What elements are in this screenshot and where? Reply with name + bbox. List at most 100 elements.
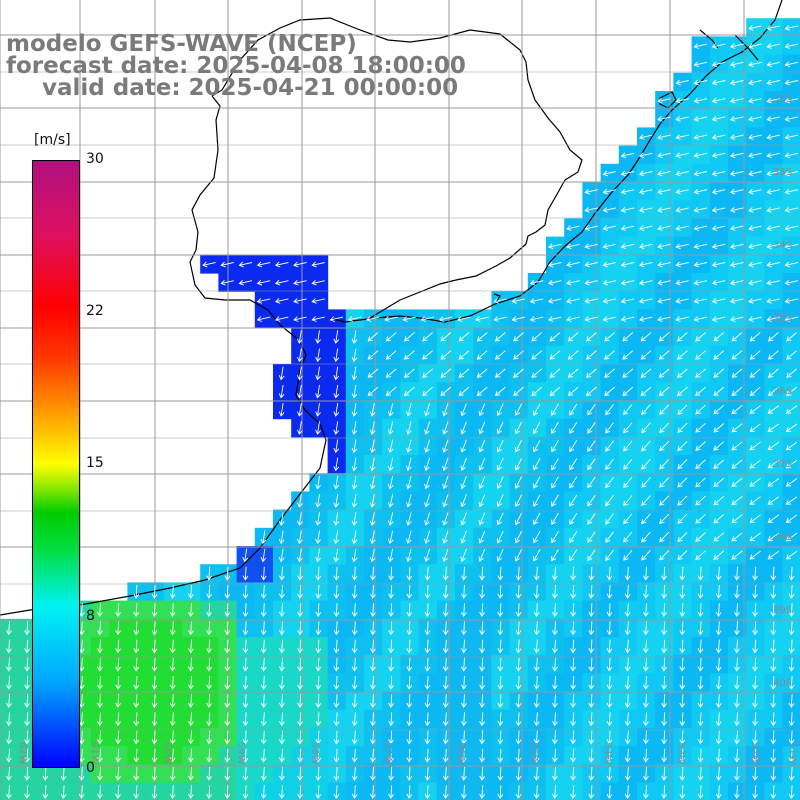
wind-vector <box>97 639 103 654</box>
wind-vector <box>676 386 688 397</box>
wind-vector <box>729 261 744 268</box>
wind-vector <box>588 603 595 618</box>
wind-vector <box>384 316 398 322</box>
wind-vector <box>729 316 744 322</box>
wind-vector <box>351 530 358 545</box>
wind-vector <box>260 639 267 654</box>
wind-vector <box>351 421 358 435</box>
wind-vector <box>695 422 706 433</box>
longitude-label: 60W <box>162 742 173 765</box>
wind-vector <box>661 766 667 781</box>
wind-vector <box>151 730 158 745</box>
wind-vector <box>293 279 307 286</box>
wind-vector <box>224 712 231 727</box>
wind-vector <box>188 748 194 763</box>
wind-vector <box>279 566 285 581</box>
wind-vector <box>238 261 253 268</box>
wind-vector <box>749 478 761 487</box>
wind-vector <box>279 584 285 599</box>
wind-vector <box>351 403 358 417</box>
wind-vector <box>315 730 322 745</box>
wind-vector <box>697 748 704 763</box>
wind-vector <box>115 621 121 636</box>
wind-vector <box>766 170 780 177</box>
wind-vector <box>533 748 540 763</box>
wind-vector <box>620 207 635 213</box>
wind-vector <box>552 584 558 599</box>
wind-vector <box>606 566 613 581</box>
wind-vector <box>224 603 231 618</box>
wind-vector <box>533 785 540 800</box>
wind-vector <box>333 548 340 563</box>
wind-vector <box>785 514 798 523</box>
wind-vector <box>569 494 578 507</box>
wind-vector <box>766 25 780 31</box>
wind-vector <box>476 350 488 360</box>
wind-vector <box>766 152 780 159</box>
wind-vector <box>369 457 376 472</box>
wind-vector <box>679 748 686 763</box>
wind-vector <box>279 766 285 781</box>
wind-vector <box>770 621 777 636</box>
wind-vector <box>552 712 558 727</box>
wind-vector <box>731 332 743 342</box>
wind-vector <box>256 279 271 286</box>
wind-vector <box>766 79 780 86</box>
wind-vector <box>567 368 579 378</box>
wind-vector <box>659 440 670 452</box>
colorbar <box>32 160 80 768</box>
wind-vector <box>151 675 158 690</box>
wind-vector <box>752 748 758 763</box>
wind-vectors <box>6 25 799 800</box>
longitude-label: 51W <box>787 742 798 765</box>
wind-vector <box>552 639 558 654</box>
wind-vector <box>460 548 467 562</box>
wind-vector <box>533 403 541 416</box>
wind-vector <box>659 422 670 434</box>
wind-vector <box>606 621 613 636</box>
wind-vector <box>675 207 689 213</box>
wind-vector <box>460 512 467 526</box>
wind-vector <box>711 188 726 195</box>
wind-vector <box>675 79 689 86</box>
wind-vector <box>638 207 653 213</box>
wind-vector <box>278 366 285 381</box>
wind-vector <box>370 584 376 599</box>
wind-vector <box>333 603 340 618</box>
wind-vector <box>588 694 595 709</box>
wind-vector <box>697 639 704 654</box>
wind-vector <box>97 748 103 763</box>
wind-vector <box>711 152 726 159</box>
wind-vector <box>514 439 523 453</box>
wind-vector <box>693 116 708 122</box>
wind-vector <box>206 785 212 800</box>
wind-vector <box>497 566 504 581</box>
wind-vector <box>587 494 596 507</box>
wind-vector <box>693 243 708 250</box>
wind-vector <box>569 403 578 416</box>
wind-vector <box>734 566 740 581</box>
wind-vector <box>659 495 670 506</box>
wind-vector <box>588 675 595 690</box>
wind-vector <box>784 152 799 159</box>
wind-vector <box>602 170 617 177</box>
wind-vector <box>422 332 433 342</box>
wind-vector <box>551 512 559 526</box>
wind-vector <box>731 477 743 487</box>
wind-vector <box>729 170 744 177</box>
wind-vector <box>695 513 706 524</box>
wind-vector <box>679 730 686 745</box>
wind-vector <box>351 439 358 454</box>
wind-vector <box>514 494 523 508</box>
wind-vector <box>551 421 559 435</box>
wind-vector <box>260 748 267 763</box>
wind-vector <box>657 225 671 231</box>
wind-vector <box>711 97 726 104</box>
wind-vector <box>749 532 761 542</box>
wind-vector <box>624 584 631 599</box>
wind-vector <box>533 494 541 507</box>
wind-vector <box>97 694 103 709</box>
wind-vector <box>333 530 340 545</box>
wind-vector <box>533 639 540 654</box>
wind-vector <box>351 384 358 399</box>
